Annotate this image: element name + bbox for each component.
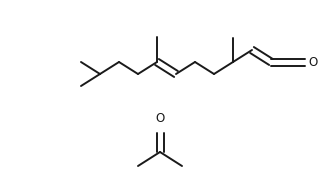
Text: O: O [155, 112, 165, 125]
Text: O: O [308, 56, 317, 68]
